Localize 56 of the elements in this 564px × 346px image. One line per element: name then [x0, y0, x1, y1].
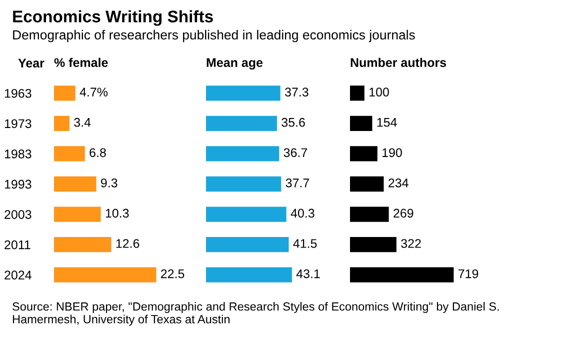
y-tick-label: 1963 [4, 88, 32, 98]
y-tick-label: 1973 [4, 119, 32, 128]
data-label: 37.7 [286, 178, 310, 188]
data-label: 36.7 [284, 148, 308, 158]
bar [54, 86, 76, 101]
data-label: 35.6 [282, 118, 305, 127]
data-label: 43.1 [296, 269, 320, 278]
y-axis-title: Year [18, 58, 44, 68]
bar [206, 237, 289, 252]
bar [350, 267, 454, 282]
data-label: 3.4 [74, 118, 91, 127]
data-label: 12.6 [116, 239, 140, 248]
bar [350, 237, 396, 252]
bar [54, 116, 70, 131]
data-label: 322 [401, 239, 421, 248]
data-label: 154 [377, 118, 397, 127]
bar [350, 116, 372, 131]
y-tick-label: 2024 [4, 270, 32, 280]
bar [350, 86, 364, 101]
bar [54, 267, 156, 282]
data-label: 100 [370, 88, 389, 96]
bar [54, 206, 101, 222]
data-label: 4.7% [80, 88, 108, 96]
bar [350, 146, 378, 162]
text: Demographic of researchers published in leading economics journals [13, 30, 415, 42]
bar [206, 86, 280, 101]
bar [206, 146, 280, 162]
x-axis-title: Mean age [206, 58, 263, 70]
data-label: 234 [388, 178, 408, 188]
data-label: 269 [394, 208, 414, 218]
data-label: 41.5 [293, 239, 317, 248]
y-tick-label: 1993 [4, 180, 32, 189]
data-label: 190 [382, 148, 402, 158]
bar [206, 206, 286, 222]
bar [206, 267, 292, 282]
bar [54, 176, 96, 192]
y-tick-label: 1983 [4, 150, 32, 158]
y-tick-label: 2003 [4, 210, 32, 219]
bar [350, 206, 389, 222]
bar [206, 116, 277, 131]
data-label: 719 [458, 269, 478, 278]
x-axis-title: Number authors [350, 58, 446, 68]
data-label: 6.8 [90, 148, 106, 158]
y-tick-label: 2011 [4, 240, 30, 250]
data-label: 40.3 [290, 208, 314, 218]
data-label: 37.3 [285, 88, 308, 96]
bar [54, 146, 85, 162]
bar [54, 237, 112, 252]
bar [350, 176, 384, 192]
source-note: Source: NBER paper, "Demographic and Research Styles of Economics Writing" by Daniel S. Hamermesh, University of Texas at Austin [12, 302, 499, 326]
data-label: 22.5 [161, 269, 184, 278]
chart-title: Economics Writing Shifts [13, 10, 213, 26]
data-label: 10.3 [106, 208, 129, 218]
bar [206, 176, 282, 192]
x-axis-title: % female [54, 58, 108, 68]
data-label: 9.3 [101, 178, 118, 188]
